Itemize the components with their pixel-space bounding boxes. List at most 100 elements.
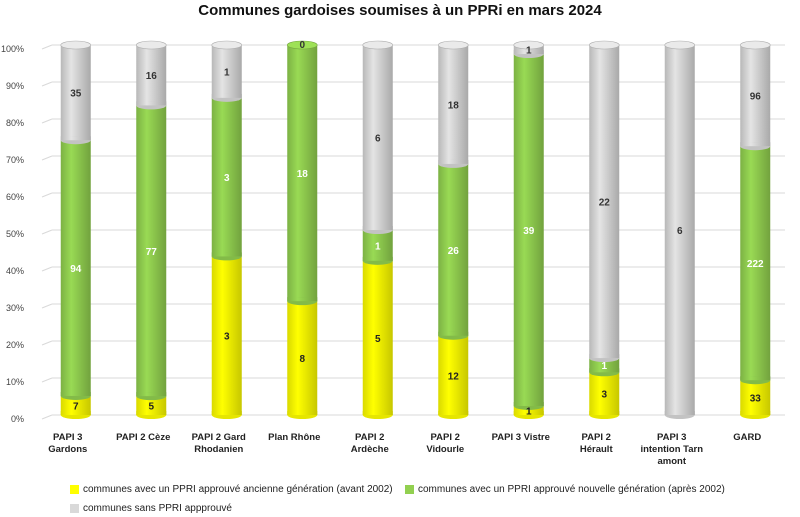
- bar-segment-1: [362, 230, 393, 261]
- bar-segment-2: [136, 45, 167, 106]
- legend-swatch-old: [70, 485, 79, 494]
- bar-segment-fill: [136, 392, 167, 397]
- bar-segment-fill: [740, 411, 771, 415]
- bar-segment-1: [740, 146, 771, 381]
- gridline-depth: [41, 192, 53, 198]
- grid-layer: [41, 44, 785, 420]
- y-tick-label: 40%: [6, 266, 24, 276]
- bar-segment-1: [513, 54, 544, 406]
- data-label: 39: [523, 226, 535, 237]
- data-label: 1: [601, 361, 607, 372]
- bar-segment-fill: [664, 411, 695, 415]
- y-tick-label: 90%: [6, 81, 24, 91]
- legend-swatch-new: [405, 485, 414, 494]
- x-category-label: Hérault: [580, 444, 614, 455]
- legend-item-new-ppri: communes avec un PPRI approuvé nouvelle …: [405, 484, 725, 495]
- x-category-label: GARD: [733, 432, 761, 443]
- legend-label-old: communes avec un PPRI approuvé ancienne …: [83, 484, 393, 495]
- bar-segment-fill: [136, 101, 167, 106]
- legend-label-none: communes sans PPRI appprouvé: [83, 503, 232, 514]
- gridline-depth: [41, 229, 53, 235]
- x-category-label: PAPI 2 Gard: [192, 432, 246, 443]
- bar-segment-1: [287, 45, 318, 302]
- x-category-label: PAPI 2: [355, 432, 384, 443]
- bar-segment-fill: [136, 411, 167, 415]
- x-category-label: amont: [658, 456, 687, 467]
- data-label: 94: [70, 264, 82, 275]
- bar-segment-fill: [211, 411, 242, 415]
- gridline-depth: [41, 303, 53, 309]
- bar-segment-0: [513, 405, 544, 415]
- y-tick-label: 50%: [6, 229, 24, 239]
- data-label: 222: [747, 259, 764, 270]
- y-tick-label: 30%: [6, 303, 24, 313]
- bar-segment-0: [740, 380, 771, 415]
- x-category-label: PAPI 2: [582, 432, 611, 443]
- gridline-depth: [41, 155, 53, 161]
- bar-segment-fill: [438, 411, 469, 415]
- bar-segment-0: [136, 396, 167, 415]
- bar-segment-0: [438, 335, 469, 415]
- bar-segment-fill: [513, 411, 544, 415]
- bar-segment-2: [740, 45, 771, 147]
- legend-item-old-ppri: communes avec un PPRI approuvé ancienne …: [70, 484, 393, 495]
- bar-segment-fill: [362, 411, 393, 415]
- bar-segment-0: [362, 260, 393, 415]
- bar-top-cap: [664, 40, 696, 50]
- bar-segment-fill: [513, 401, 544, 406]
- labels-layer: 7943557716331818051612261813913122633222…: [70, 40, 764, 417]
- bar-segment-fill: [740, 142, 771, 147]
- bar-segment-fill: [438, 331, 469, 336]
- data-label: 1: [224, 67, 230, 78]
- gridline-depth: [41, 414, 53, 420]
- x-category-label: Rhodanien: [194, 444, 243, 455]
- axis-layer: 0%10%20%30%40%50%60%70%80%90%100%PAPI 3G…: [1, 44, 761, 467]
- x-category-label: Gardons: [48, 444, 87, 455]
- bar-segment-fill: [60, 391, 91, 396]
- bar-segment-fill: [513, 50, 544, 55]
- x-category-label: PAPI 3: [53, 432, 82, 443]
- y-tick-label: 60%: [6, 192, 24, 202]
- data-label: 1: [526, 46, 532, 57]
- bar-segment-2: [589, 45, 620, 359]
- x-category-label: PAPI 3: [657, 432, 686, 443]
- bar-segment-fill: [287, 297, 318, 302]
- data-label: 7: [73, 401, 79, 412]
- bar-segment-fill: [438, 159, 469, 164]
- bar-segment-fill: [211, 93, 242, 98]
- data-label: 5: [148, 402, 154, 413]
- data-label: 1: [526, 406, 532, 417]
- data-label: 77: [146, 247, 158, 258]
- y-tick-label: 0%: [11, 414, 24, 424]
- bar-segment-0: [287, 301, 318, 415]
- x-category-label: Vidourle: [426, 444, 464, 455]
- x-category-label: PAPI 3 Vistre: [492, 432, 550, 443]
- bar-segment-0: [211, 256, 242, 415]
- data-label: 3: [224, 332, 230, 343]
- data-label: 0: [299, 40, 305, 51]
- legend-swatch-none: [70, 504, 79, 513]
- bar-top-cap: [739, 40, 771, 50]
- data-label: 35: [70, 89, 82, 100]
- bar-segment-0: [589, 372, 620, 415]
- bar-segment-1: [136, 105, 167, 397]
- data-label: 18: [448, 100, 460, 111]
- bar-top-cap: [211, 40, 243, 50]
- data-label: 33: [750, 394, 762, 405]
- bar-segment-fill: [211, 252, 242, 257]
- bar-segment-1: [438, 163, 469, 336]
- bar-segment-2: [513, 45, 544, 55]
- bar-segment-0: [60, 395, 91, 415]
- x-category-label: PAPI 2: [431, 432, 460, 443]
- gridline-depth: [41, 44, 53, 50]
- bar-top-cap: [135, 40, 167, 50]
- gridline-depth: [41, 81, 53, 87]
- bar-segment-1: [211, 97, 242, 257]
- x-category-label: PAPI 2 Cèze: [116, 432, 170, 443]
- bar-segment-2: [362, 45, 393, 230]
- data-label: 18: [297, 169, 309, 180]
- bar-top-cap: [362, 40, 394, 50]
- y-tick-label: 20%: [6, 340, 24, 350]
- data-label: 5: [375, 334, 381, 345]
